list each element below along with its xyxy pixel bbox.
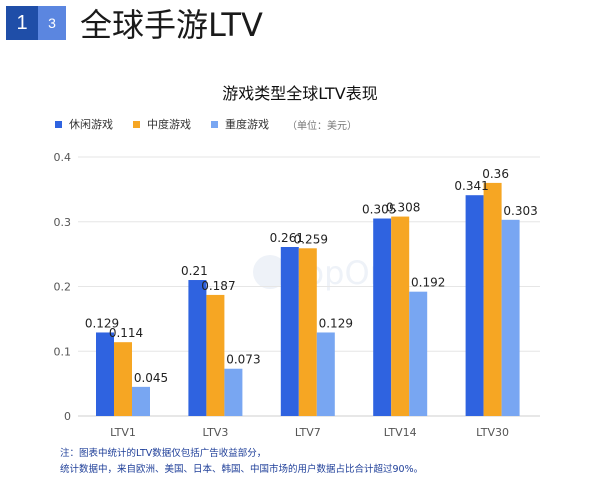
legend-label-casual: 休闲游戏: [69, 118, 113, 131]
bar-hard-LTV7: [316, 332, 335, 416]
chart-title: 游戏类型全球LTV表现: [222, 84, 378, 103]
legend-label-mid: 中度游戏: [147, 118, 191, 131]
bar-mid-LTV1: [114, 342, 132, 416]
value-label: 0.341: [454, 179, 488, 193]
y-axis-ticks: 0 0.1 0.2 0.3 0.4: [54, 151, 72, 423]
x-tick-label: LTV1: [110, 426, 136, 439]
value-label: 0.308: [386, 201, 420, 215]
value-label: 0.129: [319, 316, 353, 330]
watermark-icon: [253, 255, 287, 289]
legend-item-mid: 中度游戏: [133, 116, 191, 132]
legend-swatch-mid: [133, 120, 140, 128]
x-tick-label: LTV14: [384, 426, 417, 439]
value-label: 0.114: [109, 326, 143, 340]
value-label: 0.073: [226, 353, 260, 367]
y-tick-label: 0: [64, 410, 71, 423]
value-label: 0.36: [482, 167, 509, 181]
x-axis-ticks: LTV1 LTV3 LTV7 LTV14 LTV30: [110, 426, 509, 439]
footnote-line-2: 统计数据中，来自欧洲、美国、日本、韩国、中国市场的用户数据占比合计超过90%。: [60, 464, 424, 475]
value-label: 0.303: [503, 204, 537, 218]
bar-mid-LTV3: [206, 294, 225, 416]
x-tick-label: LTV3: [202, 426, 228, 439]
chart-legend: 休闲游戏 中度游戏 重度游戏 （单位：美元）: [55, 116, 357, 132]
bar-casual-LTV3: [188, 280, 207, 416]
y-tick-label: 0.2: [54, 281, 72, 294]
bar-casual-LTV30: [465, 195, 484, 416]
bar-mid-LTV14: [391, 216, 410, 416]
value-label: 0.187: [201, 279, 235, 293]
value-label: 0.129: [85, 316, 119, 330]
value-label: 0.045: [134, 371, 168, 385]
legend-item-hard: 重度游戏: [211, 116, 269, 132]
bar-mid-LTV7: [298, 248, 317, 416]
legend-item-casual: 休闲游戏: [55, 116, 113, 132]
legend-swatch-casual: [55, 120, 62, 128]
legend-swatch-hard: [211, 120, 218, 128]
footnote: 注：图表中统计的LTV数据仅包括广告收益部分， 统计数据中，来自欧洲、美国、日本…: [60, 446, 423, 478]
bar-casual-LTV14: [373, 218, 392, 416]
legend-label-hard: 重度游戏: [225, 118, 269, 131]
unit-note: （单位：美元）: [287, 120, 357, 132]
chart-bars: [96, 182, 520, 416]
footnote-line-1: 注：图表中统计的LTV数据仅包括广告收益部分，: [60, 448, 267, 459]
chart-value-labels: 0.1290.1140.0450.210.1870.0730.2610.2590…: [85, 167, 538, 385]
x-tick-label: LTV30: [476, 426, 509, 439]
bar-hard-LTV30: [501, 219, 520, 416]
value-label: 0.261: [270, 231, 304, 245]
value-label: 0.305: [362, 203, 396, 217]
x-tick-label: LTV7: [295, 426, 321, 439]
bar-casual-LTV7: [280, 247, 299, 416]
section-number: 1: [6, 6, 38, 40]
bar-hard-LTV3: [224, 368, 243, 416]
page-title: 全球手游LTV: [80, 6, 263, 44]
y-tick-label: 0.1: [54, 345, 72, 358]
subsection-number: 3: [38, 6, 66, 40]
value-label: 0.21: [181, 264, 208, 278]
y-tick-label: 0.4: [54, 151, 72, 164]
y-tick-label: 0.3: [54, 216, 72, 229]
value-label: 0.192: [411, 276, 445, 290]
value-label: 0.259: [294, 232, 328, 246]
bar-hard-LTV14: [409, 291, 428, 416]
bar-hard-LTV1: [132, 386, 150, 416]
bar-mid-LTV30: [483, 182, 502, 416]
bar-casual-LTV1: [96, 332, 114, 416]
slide-number-badge: 1 3: [6, 6, 66, 40]
